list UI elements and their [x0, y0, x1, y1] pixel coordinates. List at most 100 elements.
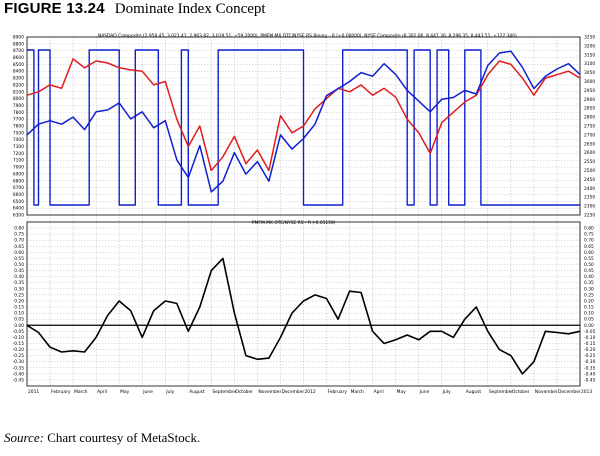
x-tick-label: June — [419, 389, 430, 395]
x-tick-label: May — [120, 389, 129, 395]
y-left-tick-label: -0.45 — [13, 377, 25, 383]
figure-title: FIGURE 13.24 Dominate Index Concept — [4, 0, 266, 18]
y-left-tick-label: 0.35 — [14, 280, 24, 286]
nyse-series-line — [26, 58, 581, 172]
y-left-tick-label: 6300 — [13, 213, 24, 219]
x-tick-label: October — [235, 389, 253, 395]
x-tick-label: 2011 — [28, 389, 39, 395]
x-tick-label: November — [258, 389, 281, 395]
y-right-tick-label: 3000 — [584, 79, 595, 85]
x-tick-label: October — [512, 389, 530, 395]
figure-source: Source: Chart courtesy of MetaStock. — [4, 430, 200, 446]
y-left-tick-label: 0.80 — [14, 226, 24, 232]
y-right-tick-label: -0.35 — [584, 365, 596, 371]
x-tick-label: July — [165, 389, 174, 395]
x-tick-label: April — [97, 389, 107, 395]
top-panel-title: NASDAQ Composite (2,958.45, 3,021.41, 2,… — [98, 33, 517, 39]
y-left-tick-label: 8000 — [13, 96, 24, 102]
y-right-tick-label: 2400 — [584, 186, 595, 192]
chart: 2011 February March April May June July August S… — [0, 30, 600, 412]
y-left-tick-label: 7400 — [13, 137, 24, 143]
y-left-tick-label: 6800 — [13, 178, 24, 184]
rs-series-line — [26, 257, 581, 375]
x-tick-label: August — [466, 389, 482, 395]
x-tick-label: March — [351, 389, 365, 395]
y-left-tick-label: -0.20 — [13, 347, 25, 353]
y-right-tick-label: 2950 — [584, 88, 595, 94]
top-panel-frame — [26, 36, 581, 216]
x-tick-label: December — [558, 389, 581, 395]
y-left-tick-label: 7100 — [13, 158, 24, 164]
bottom-panel-title: PMFM MX OTC/NYSE RS - R (-0.05159) — [252, 220, 336, 226]
y-right-tick-label: 2250 — [584, 213, 595, 219]
y-left-tick-label: 0.60 — [14, 250, 24, 256]
y-right-tick-label: 2650 — [584, 141, 595, 147]
y-left-tick-label: 8800 — [13, 41, 24, 47]
y-right-tick-label: 3050 — [584, 70, 595, 76]
y-right-tick-label: 0.55 — [584, 256, 594, 262]
x-tick-label: September — [212, 389, 236, 395]
panel-frames — [26, 36, 581, 387]
y-left-tick-label: 8300 — [13, 76, 24, 82]
y-right-tick-label: 3100 — [584, 61, 595, 67]
x-tick-label: March — [74, 389, 88, 395]
y-right-tick-label: 0.20 — [584, 298, 594, 304]
series-lines — [26, 49, 581, 375]
x-tick-label: 2013 — [581, 389, 592, 395]
y-right-tick-label: 0.35 — [584, 280, 594, 286]
y-right-tick-label: 0.00 — [584, 323, 594, 329]
y-right-tick-label: -0.05 — [584, 329, 596, 335]
y-right-tick-label: 2500 — [584, 168, 595, 174]
y-right-tick-label: 2300 — [584, 204, 595, 210]
y-right-tick-label: 0.75 — [584, 232, 594, 238]
y-left-tick-label: 6400 — [13, 206, 24, 212]
y-left-tick-label: 8500 — [13, 62, 24, 68]
y-right-tick-label: 2700 — [584, 132, 595, 138]
y-left-tick-label: -0.35 — [13, 365, 25, 371]
y-right-tick-label: 3150 — [584, 52, 595, 58]
x-tick-label: December — [281, 389, 304, 395]
y-right-tick-label: 0.10 — [584, 311, 594, 317]
y-right-tick-label: 0.15 — [584, 305, 594, 311]
y-left-tick-label: 0.50 — [14, 262, 24, 268]
y-left-tick-label: 8700 — [13, 48, 24, 54]
axis-ticks: 2011 February March April May June July August S… — [13, 35, 596, 396]
y-right-tick-label: 2450 — [584, 177, 595, 183]
y-left-tick-label: 7600 — [13, 124, 24, 130]
x-tick-label: February — [51, 389, 71, 395]
x-tick-label: February — [328, 389, 348, 395]
y-left-tick-label: 0.05 — [14, 317, 24, 323]
figure-caption: Dominate Index Concept — [114, 1, 266, 17]
x-tick-label: June — [142, 389, 153, 395]
y-right-tick-label: 0.30 — [584, 286, 594, 292]
y-left-tick-label: 0.00 — [14, 323, 24, 329]
y-right-tick-label: -0.30 — [584, 359, 596, 365]
nasdaq-series-line — [26, 50, 581, 193]
y-right-tick-label: 0.45 — [584, 268, 594, 274]
y-right-tick-label: 2800 — [584, 115, 595, 121]
figure-number: FIGURE 13.24 — [4, 0, 105, 17]
y-right-tick-label: -0.10 — [584, 335, 596, 341]
y-left-tick-label: 7700 — [13, 117, 24, 123]
y-right-tick-label: 0.70 — [584, 238, 594, 244]
y-left-tick-label: 6500 — [13, 199, 24, 205]
y-right-tick-label: -0.15 — [584, 341, 596, 347]
y-right-tick-label: 0.80 — [584, 226, 594, 232]
y-left-tick-label: -0.25 — [13, 353, 25, 359]
y-left-tick-label: 0.45 — [14, 268, 24, 274]
y-left-tick-label: 0.55 — [14, 256, 24, 262]
y-left-tick-label: 8900 — [13, 35, 24, 41]
y-left-tick-label: 7900 — [13, 103, 24, 109]
y-right-tick-label: 0.05 — [584, 317, 594, 323]
y-right-tick-label: 2900 — [584, 97, 595, 103]
bottom-panel-frame — [26, 221, 581, 387]
y-left-tick-label: 7000 — [13, 165, 24, 171]
y-right-tick-label: 0.25 — [584, 292, 594, 298]
y-left-tick-label: -0.05 — [13, 329, 25, 335]
source-text: Chart courtesy of MetaStock. — [47, 430, 201, 445]
y-right-tick-label: 2350 — [584, 195, 595, 201]
y-left-tick-label: 0.20 — [14, 298, 24, 304]
x-tick-label: May — [397, 389, 406, 395]
y-left-tick-label: 7300 — [13, 144, 24, 150]
x-tick-label: 2012 — [305, 389, 316, 395]
